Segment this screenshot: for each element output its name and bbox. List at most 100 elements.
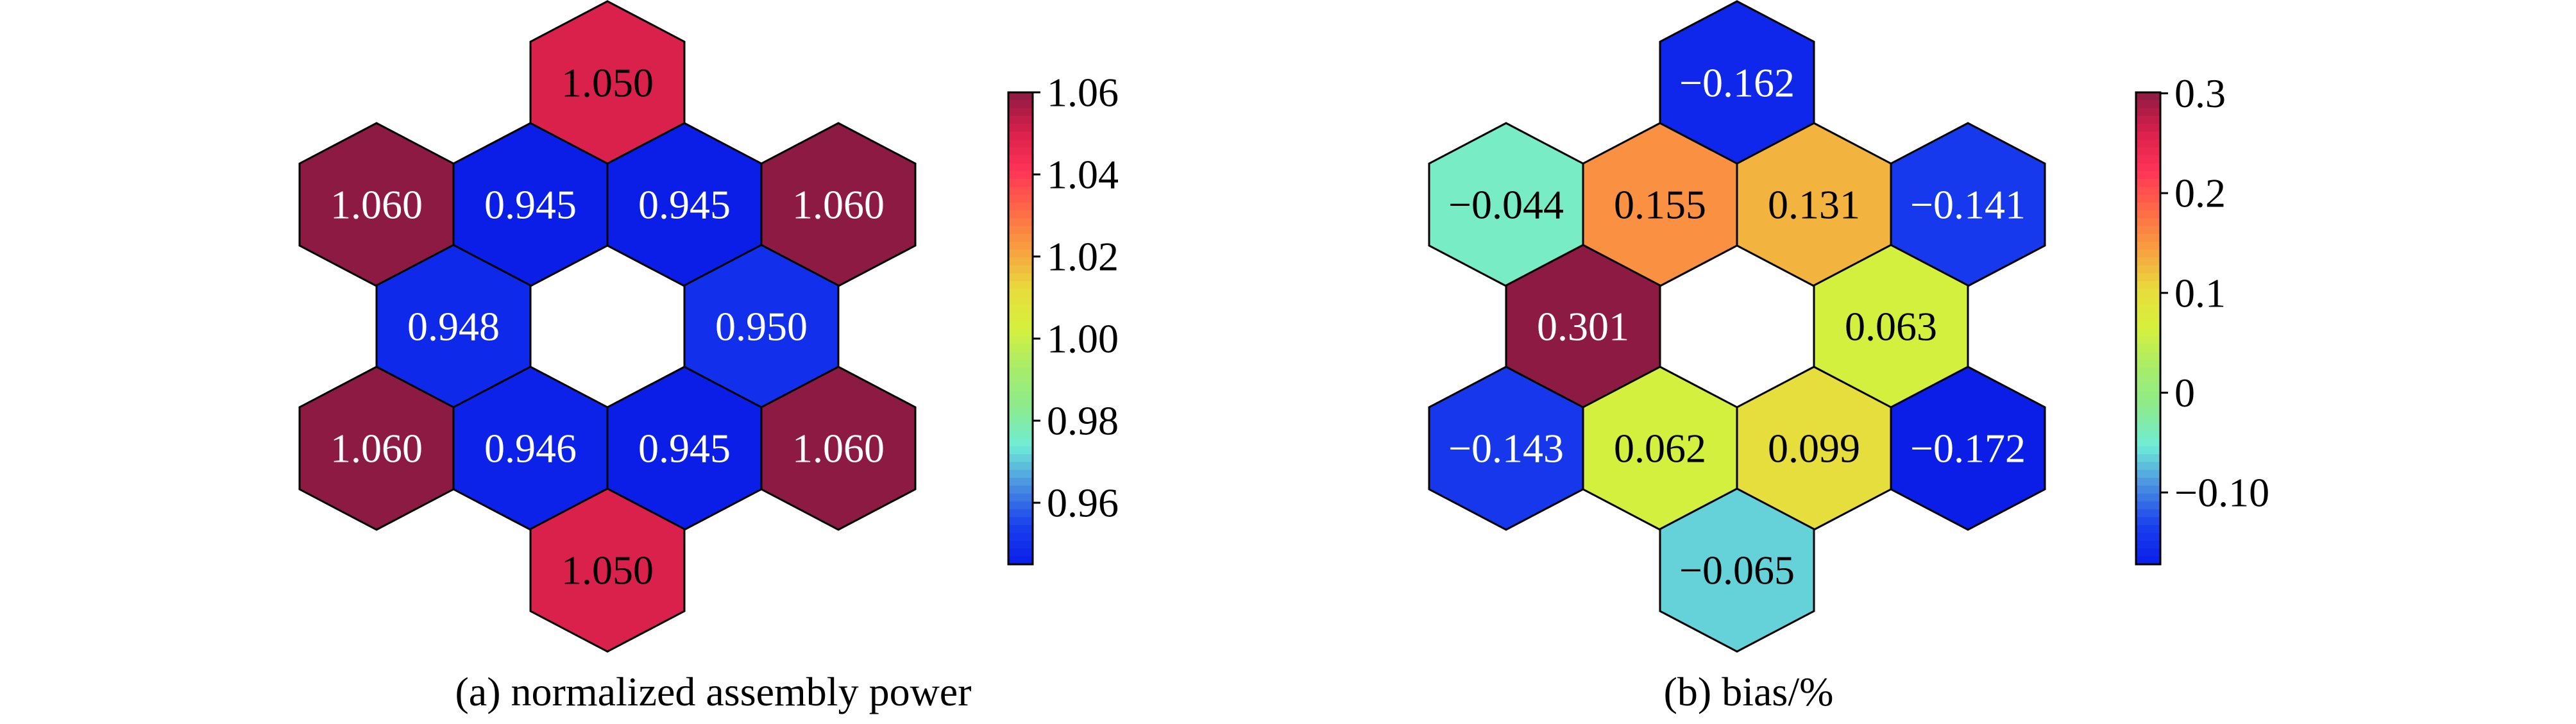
colorbar-segment (1008, 210, 1033, 219)
hex-cell-label: 0.948 (407, 304, 500, 349)
colorbar-segment (2136, 100, 2160, 109)
colorbar-segment (1008, 360, 1033, 368)
colorbar-segment (2136, 517, 2160, 526)
colorbar-segment (1008, 367, 1033, 376)
hex-cell-label: −0.044 (1448, 182, 1564, 228)
hex-cell: 0.099 (1736, 366, 1892, 531)
colorbar-segment (2136, 289, 2160, 298)
colorbar-segment (1008, 296, 1033, 305)
colorbar-segment (1008, 407, 1033, 416)
colorbar-segment (1008, 548, 1033, 557)
colorbar-segment (1008, 202, 1033, 211)
colorbar-segment (1008, 328, 1033, 337)
colorbar-segment (2136, 163, 2160, 172)
hex-cell-shape (1659, 487, 1815, 653)
colorbar-segment (2136, 509, 2160, 518)
colorbar-segment (1008, 249, 1033, 258)
colorbar-segment (2136, 360, 2160, 368)
colorbar-segment (1008, 281, 1033, 290)
colorbar-segment (2136, 430, 2160, 439)
colorbar-segment (2136, 367, 2160, 376)
colorbar-segment (1008, 517, 1033, 526)
colorbar-segment (2136, 501, 2160, 510)
colorbar-segment (1008, 525, 1033, 534)
colorbar-segment (1008, 375, 1033, 384)
colorbar-segment (2136, 469, 2160, 478)
colorbar-segment (1008, 273, 1033, 282)
colorbar-segment (1008, 289, 1033, 298)
colorbar-segment (1008, 501, 1033, 510)
hex-cell: −0.044 (1428, 122, 1584, 287)
hex-cell: −0.162 (1659, 0, 1815, 165)
hex-cell-label: 0.946 (484, 426, 577, 471)
colorbar-segment (2136, 218, 2160, 227)
hex-cell: 0.062 (1582, 366, 1738, 531)
colorbar-segment (1008, 187, 1033, 196)
colorbar-segment (1008, 131, 1033, 140)
hex-cell: 1.060 (760, 122, 917, 287)
colorbar-segment (2136, 202, 2160, 211)
colorbar-segment (1008, 462, 1033, 471)
colorbar-segment (2136, 320, 2160, 329)
hex-cell-label: 0.950 (715, 304, 808, 349)
colorbar-segment (2136, 312, 2160, 321)
hex-cell: −0.172 (1890, 366, 2046, 531)
hex-cell: 0.063 (1813, 244, 1969, 409)
colorbar-segment (1008, 556, 1033, 565)
colorbar-segment (1008, 139, 1033, 148)
colorbar-segment (2136, 399, 2160, 408)
colorbar-segment (2136, 407, 2160, 416)
hex-cell: −0.143 (1428, 366, 1584, 531)
hex-cell: −0.065 (1659, 487, 1815, 653)
colorbar-segment (2136, 249, 2160, 258)
colorbar-segment (1008, 478, 1033, 486)
colorbar-segment (1008, 163, 1033, 172)
colorbar-segment (2136, 233, 2160, 242)
hex-cell-label: 0.155 (1614, 182, 1706, 228)
colorbar-tick-label: 0 (2174, 370, 2195, 416)
colorbar-segment (1008, 155, 1033, 164)
colorbar-segment (2136, 265, 2160, 274)
colorbar-segment (1008, 423, 1033, 432)
colorbar-frame (2135, 91, 2162, 566)
colorbar-segment (2136, 273, 2160, 282)
colorbar-segment (2136, 281, 2160, 290)
colorbar-segment (1008, 265, 1033, 274)
colorbar-segment (2136, 139, 2160, 148)
colorbar-segment (1008, 305, 1033, 314)
panel-a: 1.050 1.060 0.945 0.945 1.060 0.948 0.950 1.060… (298, 0, 1119, 653)
colorbar-segment (1008, 532, 1033, 541)
hex-cell-label: 1.060 (792, 182, 885, 228)
colorbar-tick-label: 1.04 (1047, 152, 1119, 198)
colorbar-segment (2136, 210, 2160, 219)
colorbar-segment (2136, 147, 2160, 156)
hex-cell: 1.060 (760, 366, 917, 531)
hex-cell-label: 1.060 (330, 426, 423, 471)
colorbar: 0.96 0.98 1.00 1.02 1.04 1.06 (1007, 70, 1119, 566)
colorbar-tick-label: 1.02 (1047, 234, 1119, 280)
hex-cell-label: 0.945 (638, 426, 731, 471)
hex-cell-label: 0.945 (484, 182, 577, 228)
colorbar-tick-label: 0.98 (1047, 398, 1119, 444)
hex-cell-label: −0.162 (1679, 60, 1795, 106)
colorbar-segment (1008, 454, 1033, 463)
colorbar-segment (2136, 108, 2160, 117)
colorbar-segment (2136, 548, 2160, 557)
hex-cell-label: −0.143 (1448, 426, 1564, 471)
colorbar-segment (2136, 493, 2160, 502)
colorbar-segment (2136, 414, 2160, 423)
hex-cell: 1.060 (298, 366, 455, 531)
hex-cell-shape (529, 487, 686, 653)
hex-cell-label: 0.131 (1768, 182, 1860, 228)
hex-cell-label: 1.050 (561, 548, 654, 593)
hex-cell-label: −0.172 (1910, 426, 2026, 471)
hex-cell-shape (760, 366, 917, 531)
colorbar-segment (1008, 226, 1033, 235)
hex-cell-label: 0.063 (1845, 304, 1937, 349)
colorbar-segment (1008, 446, 1033, 455)
colorbar-segment (2136, 257, 2160, 266)
colorbar-segment (2136, 92, 2160, 101)
hex-cell-label: 1.050 (561, 60, 654, 106)
colorbar-segment (2136, 532, 2160, 541)
